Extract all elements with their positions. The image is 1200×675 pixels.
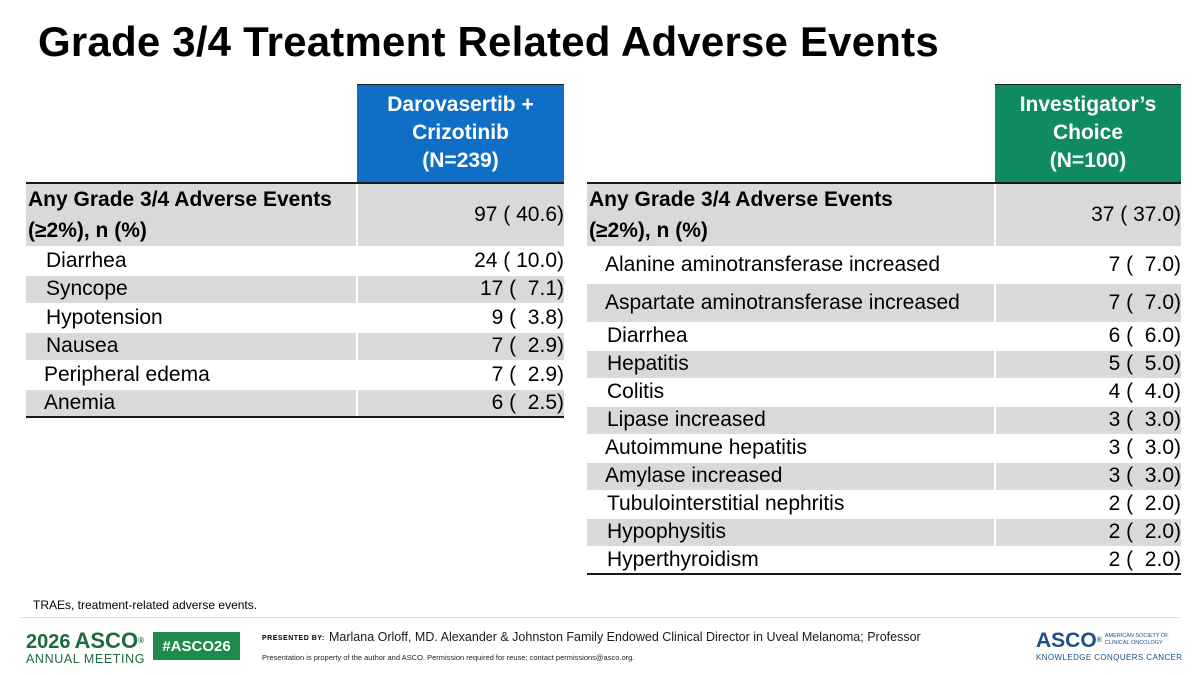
event-name: Autoimmune hepatitis — [587, 434, 996, 463]
presenter-name: Marlana Orloff, MD. Alexander & Johnston… — [329, 630, 921, 644]
event-name: Aspartate aminotransferase increased — [587, 283, 996, 323]
table-row: Anemia 6 ( 2.5) — [26, 389, 564, 418]
event-name: Diarrhea — [26, 246, 358, 276]
footnote: TRAEs, treatment-related adverse events. — [33, 598, 258, 612]
asco-tagline: KNOWLEDGE CONQUERS CANCER — [1036, 653, 1183, 662]
table-row: Amylase increased 3 ( 3.0) — [587, 462, 1181, 491]
event-name: Alanine aminotransferase increased — [587, 246, 996, 284]
page-title: Grade 3/4 Treatment Related Adverse Even… — [38, 18, 939, 65]
right-arm-header-line: Choice — [1052, 121, 1123, 145]
any-grade-row: Any Grade 3/4 Adverse Events (≥2%), n (%… — [26, 182, 564, 247]
event-value: 3 ( 3.0) — [995, 406, 1181, 435]
event-value: 3 ( 3.0) — [995, 434, 1181, 463]
event-name: Peripheral edema — [26, 360, 358, 390]
any-grade-label-line: (≥2%), n (%) — [28, 218, 147, 242]
event-value: 24 ( 10.0) — [357, 246, 564, 276]
event-value: 2 ( 2.0) — [995, 490, 1181, 519]
left-ae-table: Darovasertib + Crizotinib (N=239) Any Gr… — [26, 84, 564, 418]
hashtag-badge: #ASCO26 — [153, 632, 240, 660]
asco-side-line: AMERICAN SOCIETY OF — [1104, 633, 1169, 639]
event-value: 7 ( 2.9) — [357, 332, 564, 361]
event-name: Colitis — [587, 378, 996, 407]
event-value: 7 ( 2.9) — [357, 360, 564, 390]
event-value: 6 ( 2.5) — [357, 389, 564, 418]
left-arm-header-line: Darovasertib + — [387, 93, 534, 117]
table-row: Alanine aminotransferase increased 7 ( 7.… — [587, 246, 1181, 284]
event-name: Diarrhea — [587, 322, 996, 351]
event-value: 2 ( 2.0) — [995, 546, 1181, 575]
event-value: 6 ( 6.0) — [995, 322, 1181, 351]
event-name: Amylase increased — [587, 462, 996, 491]
left-arm-header-line: Crizotinib — [412, 121, 509, 145]
left-arm-header-line: (N=239) — [422, 149, 499, 173]
meeting-subtitle: ANNUAL MEETING — [26, 652, 146, 666]
asco-wordmark: ASCO — [1036, 629, 1097, 652]
any-grade-label: Any Grade 3/4 Adverse Events (≥2%), n (%… — [26, 182, 358, 247]
right-arm-header-line: (N=100) — [1049, 149, 1127, 173]
event-name: Tubulointerstitial nephritis — [587, 490, 996, 519]
table-row: Autoimmune hepatitis 3 ( 3.0) — [587, 434, 1181, 463]
annual-meeting-logo: 2026 ASCO® ANNUAL MEETING — [26, 628, 146, 666]
event-value: 2 ( 2.0) — [995, 518, 1181, 547]
table-row: Syncope 17 ( 7.1) — [26, 275, 564, 304]
event-name: Hyperthyroidism — [587, 546, 996, 575]
table-row: Aspartate aminotransferase increased 7 ( … — [587, 283, 1181, 323]
any-grade-row: Any Grade 3/4 Adverse Events (≥2%), n (%… — [587, 182, 1181, 247]
any-grade-value: 97 ( 40.6) — [357, 182, 564, 247]
event-name: Hepatitis — [587, 350, 996, 379]
table-row: Hyperthyroidism 2 ( 2.0) — [587, 546, 1181, 575]
any-grade-value: 37 ( 37.0) — [995, 182, 1181, 247]
event-value: 17 ( 7.1) — [357, 275, 564, 304]
table-row: Hepatitis 5 ( 5.0) — [587, 350, 1181, 379]
event-value: 5 ( 5.0) — [995, 350, 1181, 379]
meeting-year: 2026 — [26, 631, 71, 653]
event-name: Syncope — [26, 275, 358, 304]
asco-side-line: CLINICAL ONCOLOGY — [1104, 639, 1163, 646]
table-row: Colitis 4 ( 4.0) — [587, 378, 1181, 407]
event-name: Nausea — [26, 332, 358, 361]
left-arm-header: Darovasertib + Crizotinib (N=239) — [357, 84, 564, 184]
left-header-blank — [26, 84, 357, 184]
asco-society-logo: ASCO®AMERICAN SOCIETY OF CLINICAL ONCOLOG… — [1036, 629, 1183, 662]
any-grade-label: Any Grade 3/4 Adverse Events (≥2%), n (%… — [587, 182, 996, 247]
event-name: Lipase increased — [587, 406, 996, 435]
any-grade-label-line: (≥2%), n (%) — [589, 218, 708, 242]
event-value: 9 ( 3.8) — [357, 303, 564, 333]
event-value: 7 ( 7.0) — [995, 246, 1181, 284]
table-row: Hypophysitis 2 ( 2.0) — [587, 518, 1181, 547]
table-row: Diarrhea 6 ( 6.0) — [587, 322, 1181, 351]
event-name: Anemia — [26, 389, 358, 418]
table-row: Tubulointerstitial nephritis 2 ( 2.0) — [587, 490, 1181, 519]
property-note: Presentation is property of the author a… — [262, 653, 635, 662]
table-row: Lipase increased 3 ( 3.0) — [587, 406, 1181, 435]
any-grade-label-line: Any Grade 3/4 Adverse Events — [589, 187, 893, 211]
right-ae-table: Investigator’s Choice (N=100) Any Grade … — [587, 84, 1181, 575]
footer-divider — [20, 617, 1180, 618]
right-header-blank — [587, 84, 995, 184]
event-value: 7 ( 7.0) — [995, 283, 1181, 323]
event-value: 4 ( 4.0) — [995, 378, 1181, 407]
presented-by-label: PRESENTED BY: — [262, 635, 325, 642]
event-name: Hypotension — [26, 303, 358, 333]
table-row: Hypotension 9 ( 3.8) — [26, 303, 564, 333]
any-grade-label-line: Any Grade 3/4 Adverse Events — [28, 187, 332, 211]
table-row: Diarrhea 24 ( 10.0) — [26, 246, 564, 276]
table-row: Peripheral edema 7 ( 2.9) — [26, 360, 564, 390]
event-value: 3 ( 3.0) — [995, 462, 1181, 491]
right-arm-header-line: Investigator’s — [1019, 93, 1157, 117]
table-row: Nausea 7 ( 2.9) — [26, 332, 564, 361]
right-arm-header: Investigator’s Choice (N=100) — [995, 84, 1181, 184]
event-name: Hypophysitis — [587, 518, 996, 547]
meeting-brand: ASCO — [74, 628, 139, 653]
